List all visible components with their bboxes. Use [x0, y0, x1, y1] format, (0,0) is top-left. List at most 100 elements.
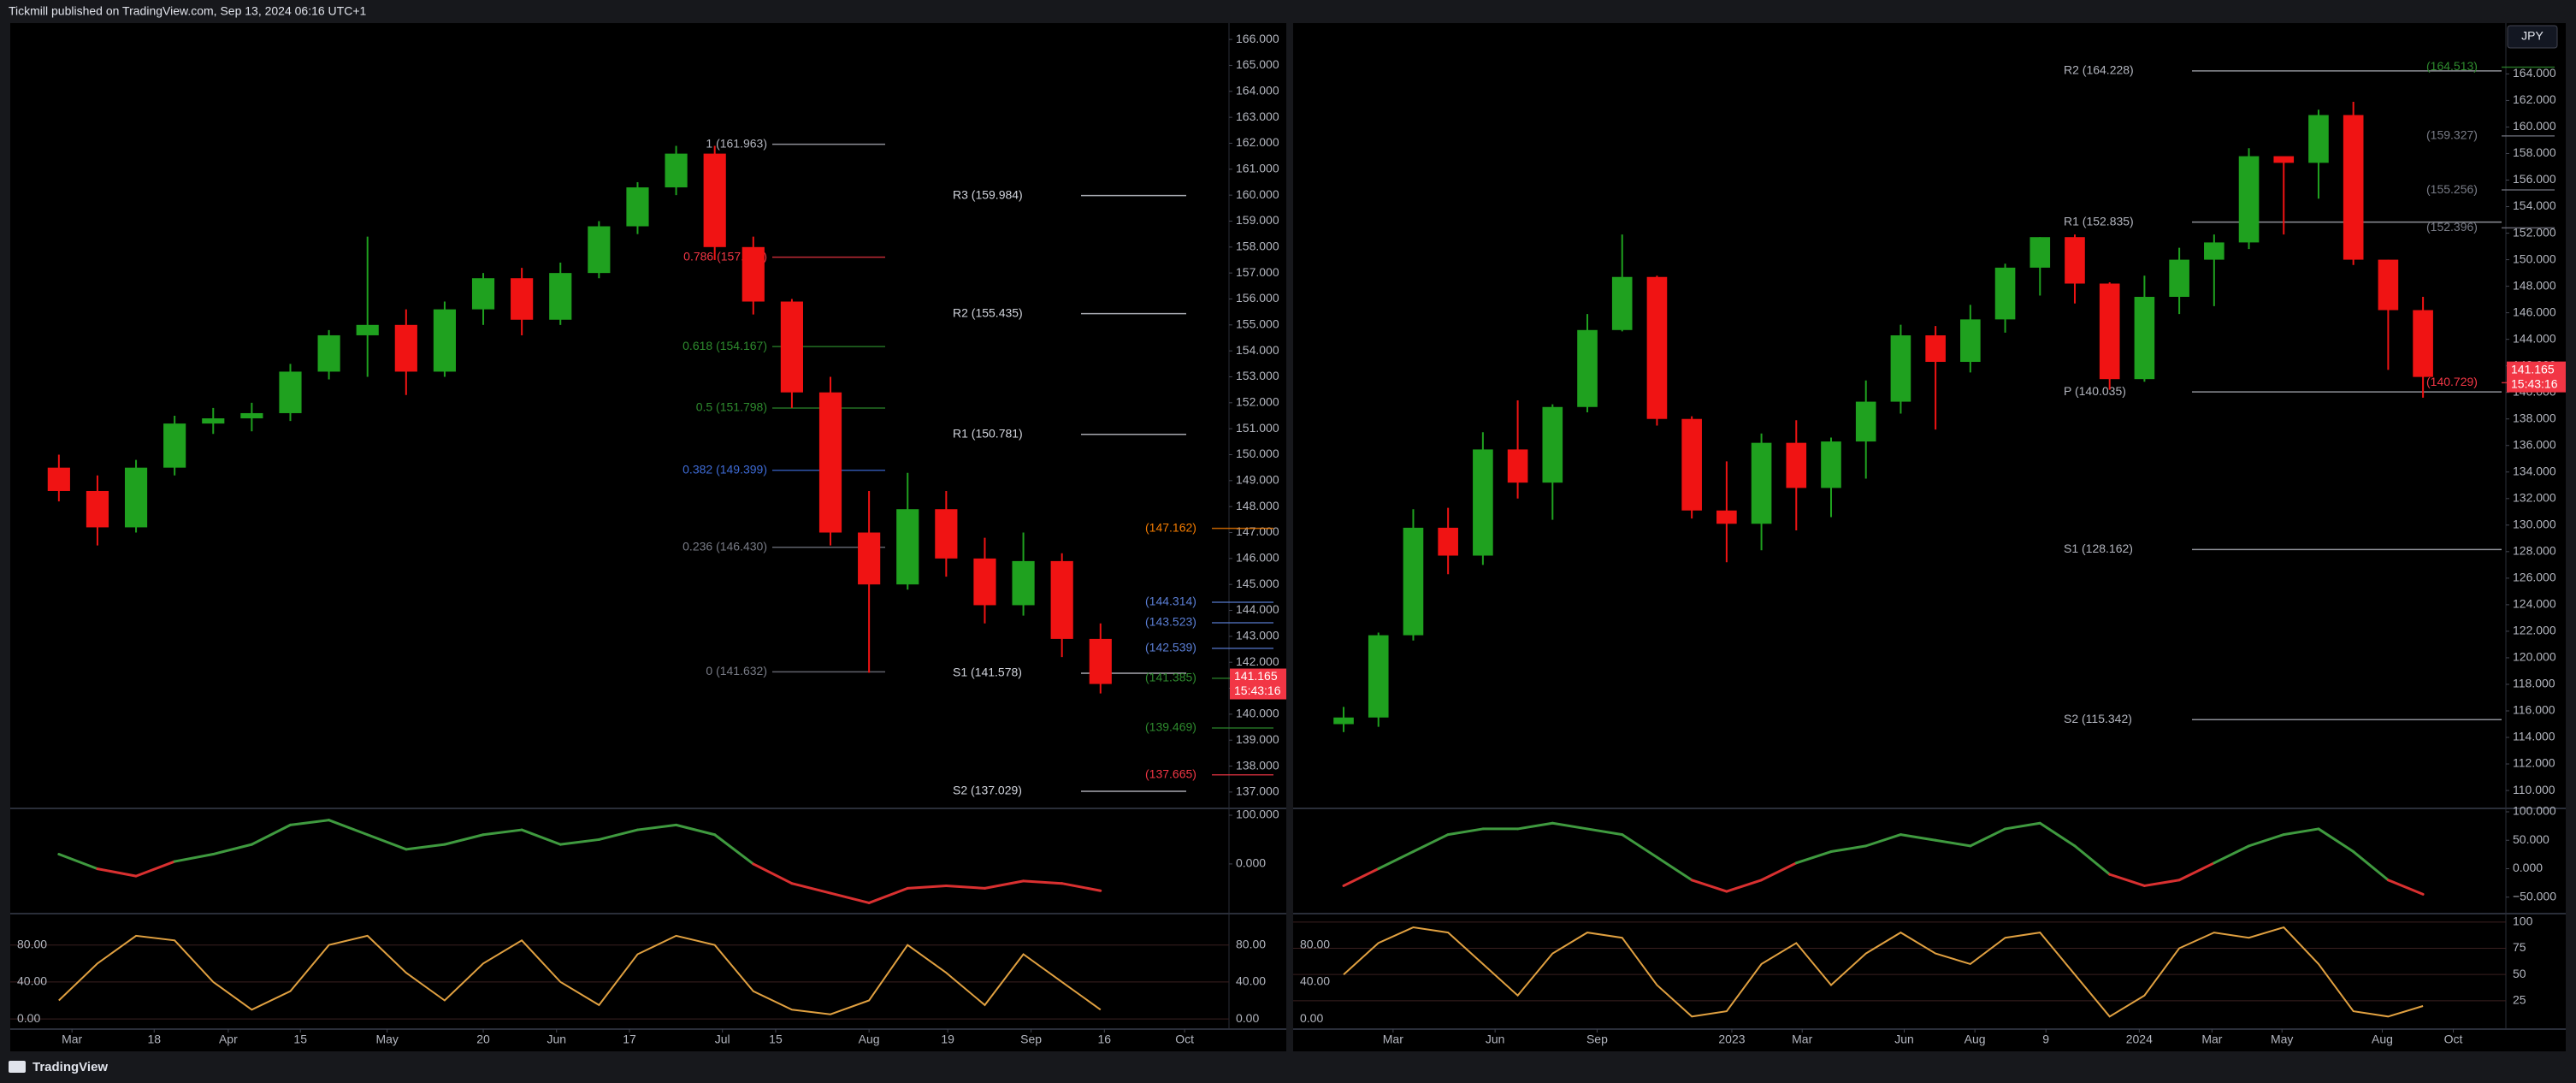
momentum-segment [1022, 879, 1064, 885]
y2-tick-label: 40.00 [1300, 974, 1330, 988]
momentum-segment [2248, 833, 2285, 848]
momentum-segment [2108, 873, 2146, 887]
momentum-segment [134, 860, 176, 878]
candle-body [124, 467, 148, 528]
y-tick-label: 80.00 [1236, 937, 1266, 950]
momentum-segment [944, 885, 986, 890]
momentum-segment [2386, 879, 2425, 896]
y-tick-label: 132.000 [2513, 490, 2556, 504]
x-tick-label: Mar [2201, 1033, 2222, 1046]
momentum-segment [57, 853, 99, 871]
y-tick-label: 138.000 [1236, 758, 1279, 772]
y-tick-label: 148.000 [1236, 499, 1279, 512]
candle-body [1542, 406, 1563, 483]
momentum-segment [2073, 844, 2112, 876]
momentum-segment [328, 819, 369, 837]
y-tick-label: 150.000 [1236, 447, 1279, 460]
candle-body [665, 153, 688, 188]
brand-logo [9, 1061, 26, 1073]
level-label: 0 (141.632) [706, 664, 767, 678]
momentum-segment [752, 862, 794, 885]
x-tick-label: 9 [2042, 1033, 2049, 1046]
momentum-segment [829, 891, 871, 904]
candle-body [626, 187, 649, 227]
momentum-segment [288, 819, 331, 826]
candle-body [896, 509, 919, 585]
y-tick-label: 152.000 [2513, 225, 2556, 239]
level-label: (140.729) [2426, 375, 2478, 388]
candle-body [1473, 449, 1493, 556]
momentum-segment [520, 828, 562, 846]
last-price: 141.165 [2511, 362, 2555, 376]
candle-body [1577, 329, 1598, 407]
stochastic-line [58, 934, 1102, 1015]
y-tick-label: 130.000 [2513, 518, 2556, 531]
y-tick-label: 143.000 [1236, 629, 1279, 642]
y-tick-label: 139.000 [1236, 732, 1279, 746]
y-tick-label: 116.000 [2513, 703, 2555, 717]
currency-button-label[interactable]: JPY [2521, 29, 2544, 43]
y-tick-label: 118.000 [2513, 677, 2555, 690]
candle-body [279, 371, 302, 413]
momentum-segment [250, 823, 292, 846]
momentum-segment [1446, 827, 1485, 837]
y-tick-label: 157.000 [1236, 265, 1279, 279]
y-tick-label: 154.000 [1236, 343, 1279, 357]
x-tick-label: 16 [1098, 1033, 1112, 1046]
candle-body [317, 334, 340, 372]
y-tick-label: 166.000 [1236, 32, 1279, 45]
momentum-segment [1934, 838, 1972, 848]
y-tick-label: 156.000 [1236, 291, 1279, 305]
y-tick-label: 50 [2513, 967, 2526, 980]
y-tick-label: 161.000 [1236, 162, 1279, 175]
momentum-segment [1586, 827, 1624, 837]
y-tick-label: −50.000 [2513, 889, 2556, 902]
y-tick-label: 162.000 [2513, 92, 2556, 106]
level-label: S2 (137.029) [953, 784, 1022, 797]
candle-body [2134, 297, 2155, 380]
y-tick-label-left: 80.00 [17, 937, 47, 950]
candle-body [2273, 156, 2295, 163]
candle-body [703, 153, 726, 247]
candle-body [2204, 242, 2224, 260]
y-tick-label: 159.000 [1236, 213, 1279, 227]
countdown: 15:43:16 [2511, 376, 2558, 390]
candle-body [47, 467, 70, 491]
momentum-segment [867, 886, 909, 904]
x-tick-label: 15 [293, 1033, 307, 1046]
x-tick-label: Mar [1792, 1033, 1812, 1046]
candle-body [1890, 334, 1911, 402]
level-label: (141.385) [1145, 671, 1196, 684]
y-tick-label: 144.000 [1236, 602, 1279, 616]
momentum-segment [1899, 833, 1937, 842]
currency-button[interactable] [2507, 25, 2558, 49]
x-tick-label: Oct [1175, 1033, 1194, 1046]
candle-body [1925, 334, 1946, 363]
momentum-segment [482, 828, 523, 837]
y-tick-label: 134.000 [2513, 464, 2556, 477]
y-tick-label: 156.000 [2513, 172, 2556, 186]
x-tick-label: Aug [2372, 1033, 2393, 1046]
x-tick-label: Jun [1894, 1033, 1914, 1046]
level-label: (144.314) [1145, 595, 1196, 608]
candle-body [2065, 237, 2085, 284]
candle-body [1012, 560, 1035, 606]
momentum-segment [906, 885, 948, 890]
x-tick-label: 18 [147, 1033, 161, 1046]
candle-body [2378, 259, 2399, 311]
y-tick-label: 25 [2513, 993, 2526, 1007]
x-tick-label: Apr [219, 1033, 238, 1046]
candle-body [818, 392, 842, 533]
y-tick-label: 153.000 [1236, 369, 1279, 382]
level-label: R1 (150.781) [953, 427, 1023, 441]
x-tick-label: 20 [476, 1033, 490, 1046]
candle-body [394, 324, 417, 372]
countdown: 15:43:16 [1234, 684, 1281, 697]
momentum-segment [366, 833, 408, 851]
y-tick-label: 146.000 [1236, 551, 1279, 565]
momentum-segment [1516, 821, 1554, 831]
stochastic-line [1343, 926, 2424, 1018]
y-tick-label: 0.00 [1236, 1011, 1259, 1025]
y-tick-label-left: 40.00 [17, 974, 47, 988]
x-tick-label: Jun [1486, 1033, 1505, 1046]
